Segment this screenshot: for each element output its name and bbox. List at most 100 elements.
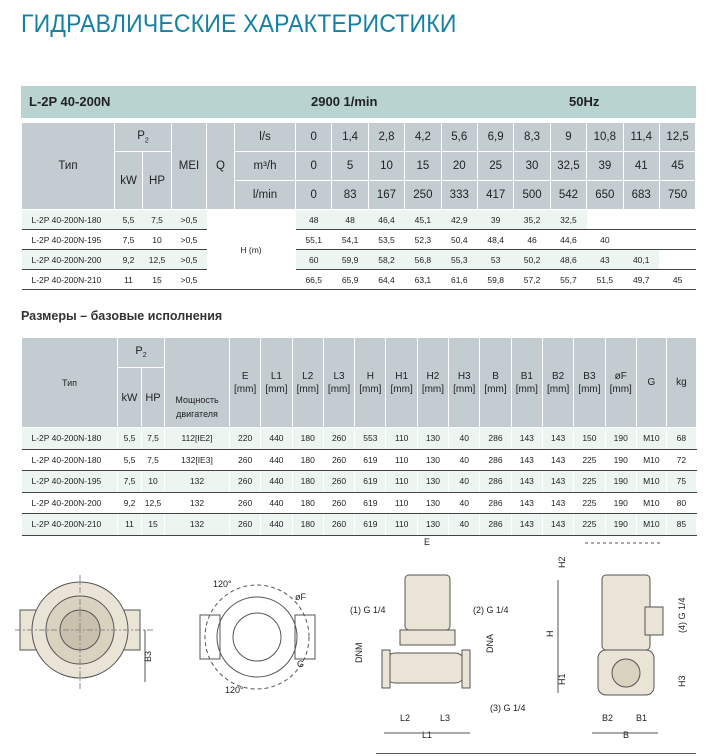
dimension-cell: 40	[448, 449, 481, 471]
dimension-cell: 143	[542, 492, 575, 514]
col-name: øF	[614, 370, 627, 382]
head-cell: 55,3	[441, 249, 478, 270]
dimension-cell: 85	[666, 513, 697, 536]
hp-cell: 7,5	[141, 427, 165, 450]
kw-cell: 9,2	[114, 249, 143, 270]
dimension-cell: 143	[511, 470, 543, 493]
col-L1: L1 [mm]	[260, 337, 293, 428]
dimension-cell: 40	[448, 513, 481, 536]
flow-lmin: 167	[367, 180, 406, 210]
col-name: L2	[302, 370, 314, 382]
mei-cell: >0,5	[171, 249, 207, 270]
kw-cell: 7,5	[114, 229, 143, 250]
dimension-cell: 260	[323, 470, 356, 493]
table-row: L-2P 40-200N-200 9,2 12,5 >0,5 60 59,9 58,2 56,…	[21, 249, 696, 270]
flow-ls: 1,4	[331, 122, 369, 152]
b2-label: B2	[602, 713, 613, 723]
head-cell: 59,8	[477, 269, 514, 290]
col-kw: kW	[117, 367, 142, 428]
h3-label: H3	[677, 675, 687, 687]
head-cell: 54,1	[331, 229, 369, 250]
type-cell: L-2P 40-200N-195	[21, 470, 118, 493]
flow-ls: 2,8	[367, 122, 406, 152]
flow-m3h: 39	[586, 151, 624, 181]
head-cell	[659, 229, 696, 250]
hp-cell: 12,5	[141, 492, 165, 514]
flow-lmin: 750	[658, 180, 697, 210]
dimension-cell: 143	[511, 513, 543, 536]
dimension-cell: 619	[354, 470, 387, 493]
flow-m3h: 41	[622, 151, 660, 181]
flow-lmin: 500	[513, 180, 551, 210]
col-name: B	[492, 370, 499, 382]
dimension-cell: M10	[636, 427, 667, 450]
flow-m3h: 5	[331, 151, 369, 181]
mei-cell: >0,5	[171, 229, 207, 250]
angle-top-label: 120°	[213, 579, 232, 589]
dimension-cell: 143	[511, 449, 543, 471]
dimension-cell: 260	[229, 470, 262, 493]
dimension-cell: 180	[292, 492, 324, 514]
flow-lmin: 333	[440, 180, 478, 210]
col-kg: kg	[665, 337, 697, 428]
kw-cell: 5,5	[114, 209, 143, 230]
table-row: L-2P 40-200N-195 7,5 10 132 260 440 180 260 619 1…	[21, 470, 697, 493]
motor-label: Мощность двигателя	[175, 395, 219, 419]
hp-cell: 15	[142, 269, 172, 290]
col-q: Q	[206, 122, 236, 210]
model-name: L-2P 40-200N	[29, 94, 111, 109]
mei-cell: >0,5	[171, 209, 207, 230]
angle-bottom-label: 120°	[225, 685, 244, 695]
kw-cell: 7,5	[117, 470, 142, 493]
col-unit: [mm]	[234, 383, 257, 395]
head-cell: 58,2	[368, 249, 405, 270]
head-cell: 46	[513, 229, 551, 250]
p2-label: P	[137, 129, 145, 142]
dimension-cell: 110	[385, 513, 418, 536]
dimension-cell: 72	[666, 449, 697, 471]
dimension-cell: 260	[323, 492, 356, 514]
col-unit: [mm]	[453, 383, 476, 395]
dimension-cell: 143	[542, 427, 575, 450]
dimension-cell: 619	[354, 449, 387, 471]
hp-cell: 10	[141, 470, 165, 493]
dimension-cell: 190	[605, 492, 637, 514]
head-cell: 48	[295, 209, 332, 230]
p2-sub: 2	[142, 352, 147, 360]
h1-label: H1	[557, 673, 567, 685]
l2-label: L2	[400, 713, 410, 723]
table-row: L-2P 40-200N-210 11 15 >0,5 66,5 65,9 64,4 63,1…	[21, 269, 696, 290]
flow-m3h: 45	[658, 151, 697, 181]
col-type: Тип	[21, 337, 118, 428]
kw-cell: 5,5	[117, 427, 142, 450]
motor-cell: 132	[164, 470, 230, 493]
dimensions-table: Тип P2 Мощность двигателя E [mm] L1 [mm] L2 [mm]…	[21, 337, 697, 536]
e-label: E	[424, 537, 430, 547]
p4-label: (4) G 1/4	[677, 597, 687, 633]
dimensions-title: Размеры – базовые исполнения	[21, 309, 223, 323]
head-cell: 51,5	[586, 269, 624, 290]
motor-cell: 132	[164, 513, 230, 536]
p2-label: P	[135, 345, 143, 358]
kw-cell: 5,5	[117, 449, 142, 471]
col-name: B3	[583, 370, 596, 382]
col-L2: L2 [mm]	[291, 337, 324, 428]
col-H: H [mm]	[354, 337, 387, 428]
col-øF: øF [mm]	[604, 337, 637, 428]
head-cell: 45,1	[404, 209, 442, 230]
dimension-cell: 553	[354, 427, 387, 450]
dimension-cell: 180	[292, 449, 324, 471]
dna-label: DNA	[485, 634, 495, 653]
kw-cell: 11	[117, 513, 142, 536]
kw-cell: 9,2	[117, 492, 142, 514]
col-unit: [mm]	[515, 383, 538, 395]
type-cell: L-2P 40-200N-210	[21, 269, 115, 290]
head-cell: 53	[477, 249, 514, 270]
head-cell	[659, 209, 696, 230]
col-name: H1	[395, 370, 409, 382]
dimension-cell: 286	[479, 449, 512, 471]
dimension-cell: 190	[605, 449, 637, 471]
dimension-cell: 225	[573, 470, 606, 493]
dimension-cell: 440	[260, 470, 293, 493]
col-name: H2	[426, 370, 440, 382]
